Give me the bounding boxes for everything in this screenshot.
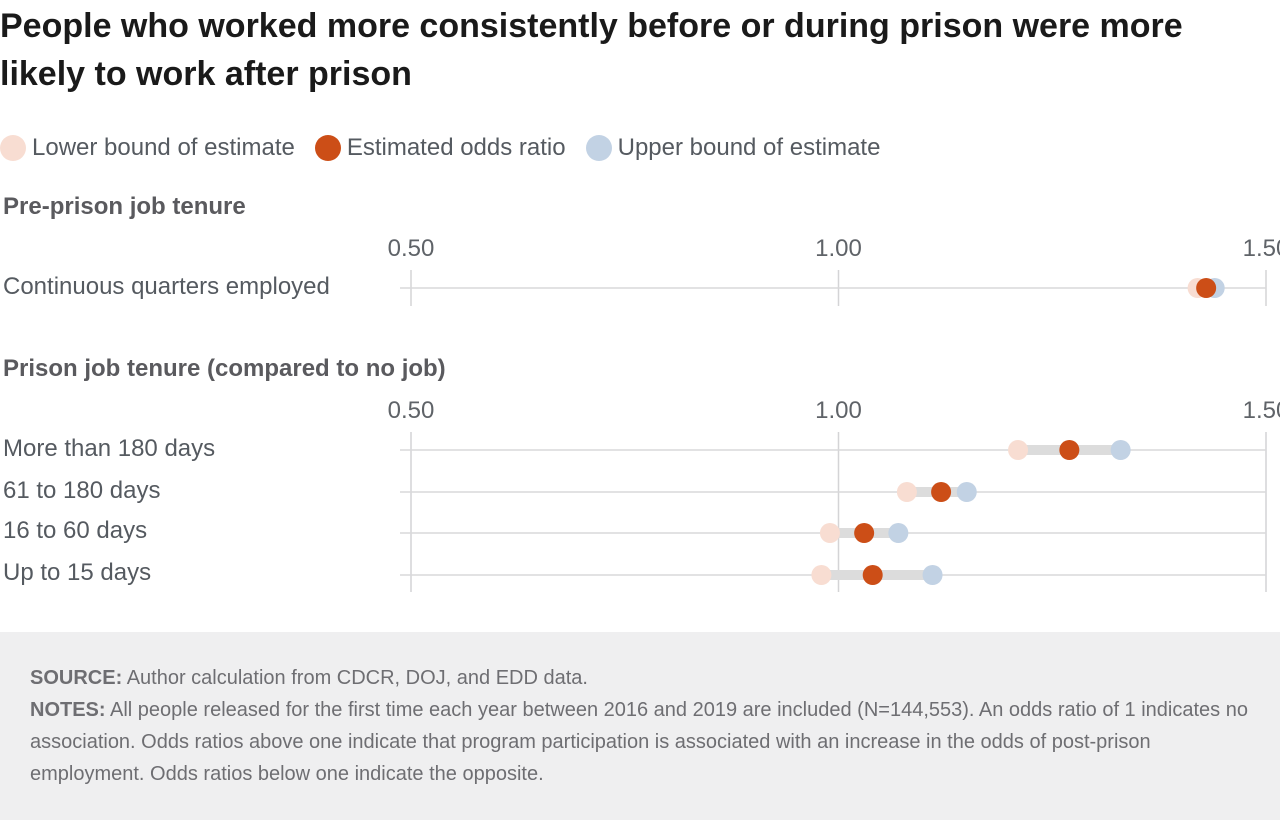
upper-bound-point (956, 482, 977, 502)
source-text: Author calculation from CDCR, DOJ, and E… (122, 667, 588, 689)
lower-bound-point (896, 482, 917, 502)
row-label-61-to-180: 61 to 180 days (3, 477, 161, 504)
legend-item-lower: Lower bound of estimate (0, 134, 295, 162)
row-label-more-than-180: More than 180 days (3, 435, 216, 462)
odds-ratio-point (854, 523, 875, 543)
footer-text: SOURCE: Author calculation from CDCR, DO… (30, 662, 1260, 790)
legend: Lower bound of estimate Estimated odds r… (0, 130, 900, 166)
section-heading-prison: Prison job tenure (compared to no job) (3, 355, 446, 382)
odds-ratio-point (931, 482, 952, 502)
legend-item-upper: Upper bound of estimate (585, 134, 881, 162)
odds-ratio-point (862, 565, 883, 585)
legend-label-estimate: Estimated odds ratio (346, 134, 566, 161)
x-tick-label: 1.50 (1243, 235, 1280, 262)
legend-item-estimate: Estimated odds ratio (314, 134, 566, 162)
row-label-up-to-15: Up to 15 days (3, 559, 152, 586)
x-tick-label: 1.00 (815, 235, 862, 262)
lower-bound-point (819, 523, 840, 543)
chart-title: People who worked more consistently befo… (0, 7, 1183, 93)
footer: SOURCE: Author calculation from CDCR, DO… (0, 632, 1280, 820)
notes-line: NOTES: All people released for the first… (30, 694, 1260, 790)
dot-plot: 0.50 1.00 1.50 0.50 1.00 1.50 (388, 235, 1280, 592)
upper-bound-point (922, 565, 943, 585)
notes-label: NOTES: (30, 699, 106, 721)
lower-bound-point (1008, 440, 1029, 460)
upper-bound-point (1110, 440, 1131, 460)
x-tick-label: 0.50 (388, 235, 435, 262)
odds-ratio-point (1059, 440, 1080, 460)
legend-swatch-upper (585, 135, 612, 161)
row-label-16-to-60: 16 to 60 days (3, 517, 148, 544)
lower-bound-point (811, 565, 832, 585)
x-tick-label: 0.50 (388, 397, 435, 424)
x-tick-label: 1.00 (815, 397, 862, 424)
row-label-continuous-quarters: Continuous quarters employed (3, 273, 330, 300)
legend-label-upper: Upper bound of estimate (617, 134, 881, 161)
legend-swatch-lower (0, 135, 26, 161)
source-line: SOURCE: Author calculation from CDCR, DO… (30, 662, 1260, 694)
x-tick-label: 1.50 (1243, 397, 1280, 424)
legend-swatch-estimate (314, 135, 341, 161)
odds-ratio-point (1196, 278, 1217, 298)
legend-label-lower: Lower bound of estimate (32, 134, 295, 161)
notes-text: All people released for the first time e… (30, 699, 1248, 785)
source-label: SOURCE: (30, 667, 123, 689)
section-heading-pre-prison: Pre-prison job tenure (3, 193, 246, 220)
upper-bound-point (888, 523, 909, 543)
